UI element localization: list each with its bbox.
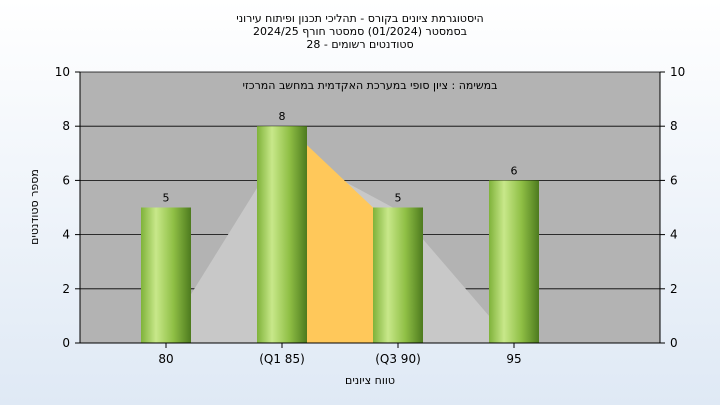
y-left-tick-label-0: 0	[62, 336, 70, 350]
y-right-tick-label-3: 6	[670, 173, 678, 187]
y-right-tick-label-4: 8	[670, 119, 678, 133]
bar-1	[257, 126, 307, 343]
y-left-tick-label-3: 6	[62, 173, 70, 187]
bars	[141, 126, 539, 343]
bar-0	[141, 207, 191, 343]
x-axis-title: טווח ציונים	[345, 374, 395, 387]
chart-title-line3: סטודנטים רשומים - 28	[306, 38, 414, 51]
y-right-tick-label-2: 4	[670, 228, 678, 242]
bar-3	[489, 180, 539, 343]
data-label-2: 5	[395, 192, 402, 205]
data-labels: 5 8 5 6	[163, 110, 518, 204]
area-iqr	[307, 145, 373, 343]
y-right-tick-label-1: 2	[670, 282, 678, 296]
x-tick-label-3: 95	[506, 352, 521, 366]
y-left-tick-label-1: 2	[62, 282, 70, 296]
chart-title-line1: היסטוגרמת ציונים בקורס - תהליכי תכנון ופ…	[236, 12, 484, 25]
chart-title-line2: בסמסטר (01/2024) סמסטר חורף 2024/25	[253, 25, 467, 38]
y-axis-right-ticks: 0 2 4 6 8 10	[660, 65, 685, 350]
x-tick-label-1: (Q1 85)	[259, 352, 305, 366]
data-label-3: 6	[511, 164, 518, 177]
y-left-tick-label-2: 4	[62, 228, 70, 242]
chart-annotation: במשימה : ציון סופי במערכת האקדמית במחשב …	[243, 79, 498, 92]
y-axis-left-ticks: 0 2 4 6 8 10	[55, 65, 80, 350]
x-tick-label-0: 80	[158, 352, 173, 366]
x-tick-label-2: (Q3 90)	[375, 352, 421, 366]
y-axis-title: מספר סטודנטים	[28, 169, 41, 245]
y-left-tick-label-4: 8	[62, 119, 70, 133]
y-right-tick-label-5: 10	[670, 65, 685, 79]
data-label-0: 5	[163, 192, 170, 205]
bar-2	[373, 207, 423, 343]
y-right-tick-label-0: 0	[670, 336, 678, 350]
x-axis-ticks: 80 (Q1 85) (Q3 90) 95	[158, 343, 522, 366]
y-left-tick-label-5: 10	[55, 65, 70, 79]
data-label-1: 8	[279, 110, 286, 123]
